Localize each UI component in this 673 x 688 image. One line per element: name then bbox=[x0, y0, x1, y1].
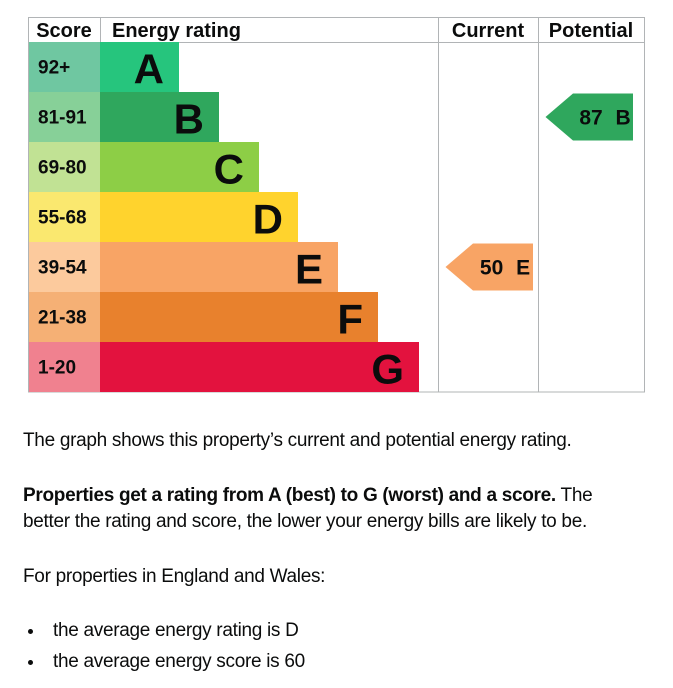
current-rating-label: 50 E bbox=[480, 257, 530, 280]
band-f-score-label: 21-38 bbox=[38, 308, 87, 329]
band-b-letter: B bbox=[174, 96, 204, 143]
band-d-letter: D bbox=[253, 196, 283, 243]
band-g-score-label: 1-20 bbox=[38, 358, 76, 379]
energy-rating-column-header: Energy rating bbox=[112, 20, 241, 42]
potential-rating-label: 87 B bbox=[579, 107, 630, 130]
score-column-header: Score bbox=[36, 20, 92, 42]
average-score-item: the average energy score is 60 bbox=[45, 649, 643, 676]
band-e-score-label: 39-54 bbox=[38, 258, 87, 279]
rating-explanation-bold: Properties get a rating from A (best) to… bbox=[23, 484, 556, 506]
chart-description: The graph shows this property’s current … bbox=[23, 428, 643, 676]
rating-explanation-rest: The better the rating and score, the low… bbox=[23, 484, 593, 533]
band-c-bar bbox=[100, 142, 259, 192]
band-g-letter: G bbox=[371, 346, 404, 393]
band-c-score-label: 69-80 bbox=[38, 158, 87, 179]
rating-explanation: Properties get a rating from A (best) to… bbox=[23, 483, 643, 536]
band-b-score-label: 81-91 bbox=[38, 108, 87, 129]
band-a-letter: A bbox=[134, 46, 164, 93]
band-a-score-cell bbox=[29, 42, 100, 92]
band-b-score-cell bbox=[29, 92, 100, 142]
chart-caption: The graph shows this property’s current … bbox=[23, 430, 572, 451]
england-wales-heading: For properties in England and Wales: bbox=[23, 565, 326, 587]
band-a-bar bbox=[100, 42, 179, 92]
potential-column-header: Potential bbox=[549, 20, 633, 42]
band-e-letter: E bbox=[295, 246, 323, 293]
band-c-score-cell bbox=[29, 142, 100, 192]
band-f-bar bbox=[100, 292, 378, 342]
band-g-score-cell bbox=[29, 342, 100, 392]
band-c-letter: C bbox=[214, 146, 244, 193]
current-rating-arrow bbox=[445, 243, 533, 291]
average-rating-item: the average energy rating is D bbox=[45, 618, 643, 645]
band-d-bar bbox=[100, 192, 298, 242]
potential-rating-arrow bbox=[545, 93, 633, 141]
band-f-score-cell bbox=[29, 292, 100, 342]
current-column-header: Current bbox=[452, 20, 525, 42]
band-d-score-cell bbox=[29, 192, 100, 242]
band-e-bar bbox=[100, 242, 338, 292]
band-g-bar bbox=[100, 342, 419, 392]
band-e-score-cell bbox=[29, 242, 100, 292]
epc-rating-chart: Score Energy rating Current Potential 92… bbox=[28, 17, 645, 393]
band-d-score-label: 55-68 bbox=[38, 208, 87, 229]
average-stats-list: the average energy rating is D the avera… bbox=[23, 618, 643, 675]
band-b-bar bbox=[100, 92, 219, 142]
band-a-score-label: 92+ bbox=[38, 58, 70, 79]
band-f-letter: F bbox=[337, 296, 363, 343]
